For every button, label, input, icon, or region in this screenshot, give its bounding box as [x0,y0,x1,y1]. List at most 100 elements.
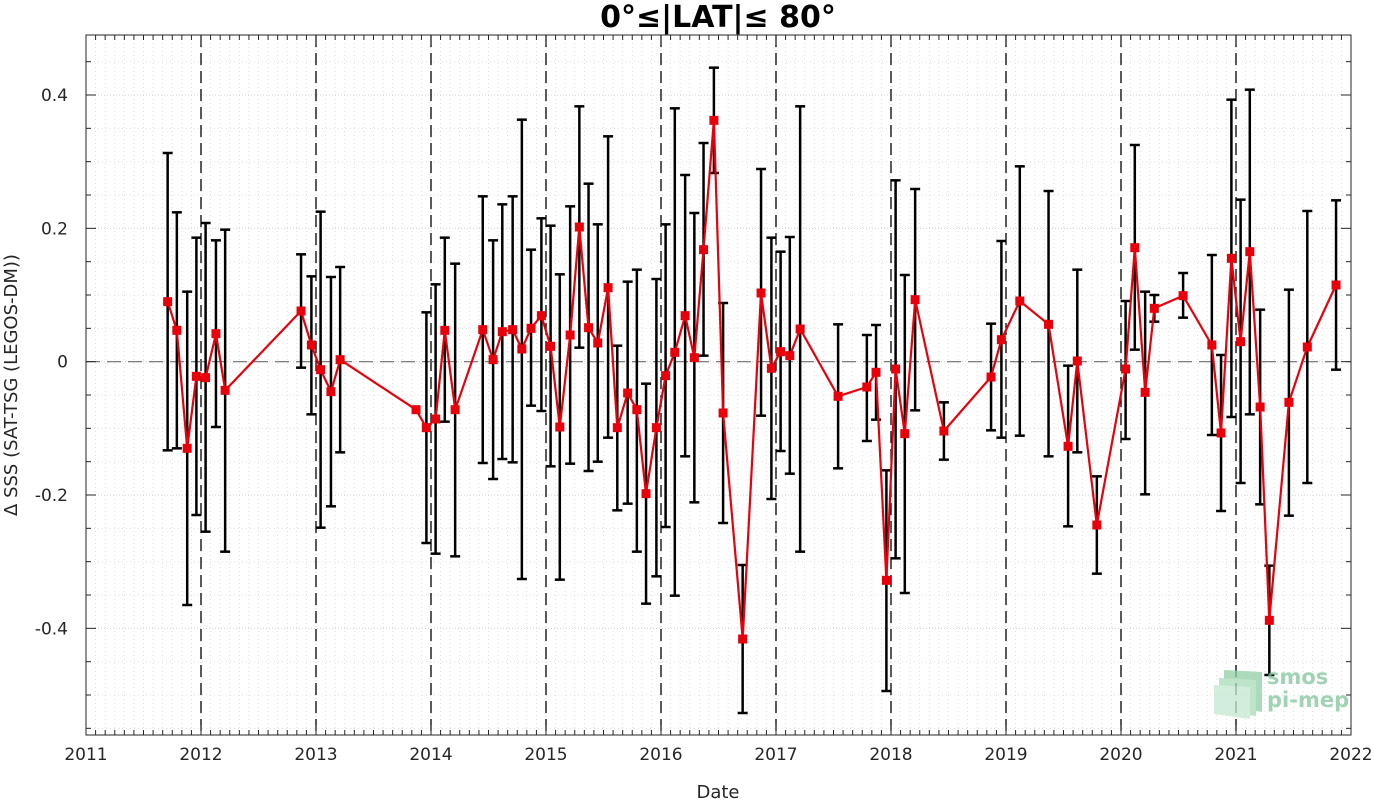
data-point-marker [565,330,575,340]
data-point-marker [1072,356,1082,366]
data-point-marker [335,355,345,365]
data-point-marker [306,340,316,350]
data-point-marker [1149,303,1159,313]
data-point-marker [910,295,920,305]
data-point-marker [488,355,498,365]
data-point-marker [795,324,805,334]
x-tick-label: 2015 [524,745,567,765]
data-point-marker [546,341,556,351]
data-point-marker [670,347,680,357]
y-axis-label: Δ SSS (SAT-TSG (LEGOS-DM)) [1,254,22,516]
y-tick-label: 0.2 [41,219,68,239]
x-tick-label: 2019 [984,745,1027,765]
x-tick-label: 2011 [64,745,107,765]
data-point-marker [881,575,891,585]
data-point-marker [632,405,642,415]
data-point-marker [163,297,173,307]
data-point-marker [1140,387,1150,397]
x-tick-label: 2013 [294,745,337,765]
data-point-marker [1216,428,1226,438]
data-point-marker [1015,296,1025,306]
data-point-marker [1130,243,1140,253]
data-point-marker [536,311,546,321]
x-tick-label: 2014 [409,745,452,765]
data-point-marker [411,405,421,415]
x-tick-label: 2012 [179,745,222,765]
data-point-marker [939,426,949,436]
data-point-marker [833,391,843,401]
data-point-marker [776,347,786,357]
data-point-marker [1255,402,1265,412]
data-point-marker [891,364,901,374]
x-tick-label: 2018 [869,745,912,765]
x-tick-label: 2020 [1099,745,1142,765]
data-point-marker [1226,253,1236,263]
data-point-marker [738,634,748,644]
data-point-marker [900,429,910,439]
x-tick-labels: 2011 2012 2013 2014 2015 2016 2017 2018 2019 2020… [64,745,1372,765]
x-tick-label: 2021 [1214,745,1257,765]
y-tick-label: -0.2 [35,486,68,506]
data-point-marker [1331,280,1341,290]
data-point-marker [709,115,719,125]
data-point-marker [508,325,518,335]
data-point-marker [699,245,709,255]
data-point-marker [1092,520,1102,530]
data-point-marker [182,443,192,453]
data-point-marker [603,283,613,293]
data-point-marker [680,311,690,321]
data-point-marker [1063,441,1073,451]
series-markers [163,115,1341,644]
data-point-marker [220,385,230,395]
data-point-marker [986,372,996,382]
data-point-marker [211,329,221,339]
y-tick-label: -0.4 [35,619,68,639]
data-point-marker [431,414,441,424]
data-point-marker [316,365,326,375]
data-point-marker [1284,397,1294,407]
logo-text-smos: smos [1267,665,1328,689]
smos-pi-mep-logo: smos pi-mep [1214,665,1349,719]
data-point-marker [326,387,336,397]
data-point-marker [201,373,211,383]
data-point-marker [584,323,594,333]
data-point-marker [1264,615,1274,625]
data-point-marker [996,335,1006,345]
data-point-marker [862,382,872,392]
x-tick-label: 2017 [754,745,797,765]
data-point-marker [1236,337,1246,347]
data-point-marker [440,325,450,335]
logo-layers-icon [1214,670,1262,719]
y-tick-labels: -0.4 -0.2 0 0.2 0.4 [35,86,68,639]
data-point-marker [497,327,507,337]
data-point-marker [1121,364,1131,374]
data-point-marker [555,422,565,432]
data-point-marker [517,344,527,354]
x-axis-label: Date [696,782,739,801]
data-point-marker [1178,291,1188,301]
data-point-marker [785,351,795,361]
data-point-marker [1207,340,1217,350]
data-point-marker [172,325,182,335]
data-point-marker [526,323,536,333]
x-tick-label: 2016 [639,745,682,765]
data-point-marker [612,423,622,433]
data-point-marker [718,408,728,418]
data-point-marker [1044,319,1054,329]
data-point-marker [689,353,699,363]
data-point-marker [766,363,776,373]
data-point-marker [661,371,671,381]
y-tick-label: 0.4 [41,86,68,106]
data-point-marker [421,423,431,433]
data-point-marker [1245,247,1255,257]
data-point-marker [450,405,460,415]
data-point-marker [1302,342,1312,352]
axis-ticks [85,35,1352,735]
chart-title: 0°≤|LAT|≤ 80° [600,0,836,35]
data-point-marker [478,325,488,335]
year-separator-lines [200,35,1237,735]
data-point-marker [593,338,603,348]
data-point-marker [191,371,201,381]
data-point-marker [871,367,881,377]
